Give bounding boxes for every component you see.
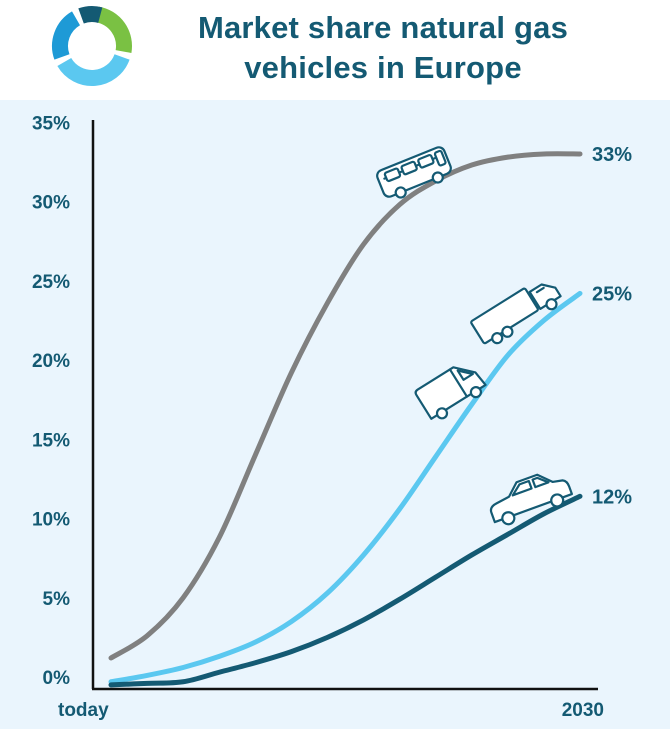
- title-line-1: Market share natural gas: [197, 10, 569, 45]
- y-tick-label: 30%: [32, 193, 70, 214]
- y-tick-label: 20%: [32, 351, 70, 372]
- y-tick-label: 25%: [32, 272, 70, 293]
- page-title: Market share natural gas vehicles in Eur…: [148, 8, 618, 88]
- tick-labels: 0% 5% 10% 15% 20% 25% 30% 35% today 2030: [32, 113, 604, 721]
- series-lines: [108, 151, 583, 688]
- car-icon: [489, 473, 573, 526]
- logo-segment-light-blue: [57, 53, 130, 86]
- logo-segment-blue: [52, 11, 81, 60]
- truck-icon: [470, 283, 562, 345]
- car-series-line: [108, 493, 583, 688]
- end-value-label: 33%: [592, 144, 632, 166]
- axes: [91, 120, 598, 691]
- bus-series-line: [108, 151, 583, 661]
- y-tick-label: 10%: [32, 510, 70, 531]
- donut-chart-icon: [52, 6, 132, 86]
- y-tick-label: 15%: [32, 430, 70, 451]
- truck-series-line: [108, 290, 583, 685]
- x-tick-label: 2030: [562, 700, 604, 721]
- x-tick-label: today: [58, 700, 109, 721]
- y-tick-label: 0%: [43, 668, 71, 689]
- header: Market share natural gas vehicles in Eur…: [0, 0, 670, 100]
- end-value-label: 12%: [592, 486, 632, 508]
- y-tick-label: 5%: [43, 589, 71, 610]
- logo-segment-green: [95, 6, 132, 53]
- bus-icon: [376, 146, 452, 199]
- end-labels: 33% 25% 12%: [592, 144, 632, 508]
- title-line-2: vehicles in Europe: [244, 50, 522, 85]
- y-tick-label: 35%: [32, 113, 70, 134]
- end-value-label: 25%: [592, 283, 632, 305]
- chart-panel: [0, 100, 670, 729]
- van-icon: [414, 366, 487, 420]
- logo-segment-dark-blue: [78, 6, 103, 24]
- vehicle-icons: [376, 146, 573, 526]
